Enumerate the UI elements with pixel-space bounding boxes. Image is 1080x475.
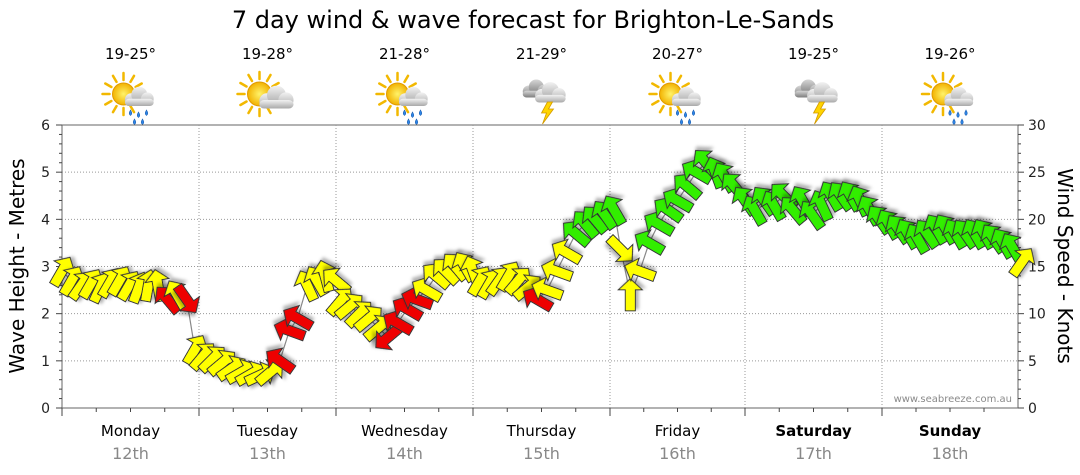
chart-title: 7 day wind & wave forecast for Brighton-… xyxy=(232,6,834,34)
day-date: 17th xyxy=(795,444,832,463)
thunderstorm-icon xyxy=(522,79,566,125)
left-tick-label: 4 xyxy=(41,212,50,228)
wind-arrow xyxy=(634,229,667,256)
day-temperature: 19-28° xyxy=(242,45,293,63)
right-axis-label: Wind Speed - Knots xyxy=(1053,168,1077,364)
day-name: Sunday xyxy=(919,422,982,440)
left-tick-label: 6 xyxy=(41,118,50,134)
day-date: 15th xyxy=(523,444,560,463)
wind-arrow xyxy=(172,282,201,314)
wind-arrow xyxy=(283,304,315,332)
weather-icons xyxy=(101,70,974,125)
grid-lines xyxy=(62,125,1018,408)
wind-arrow xyxy=(1008,248,1036,279)
left-tick-label: 2 xyxy=(41,307,50,323)
day-name: Thursday xyxy=(506,422,577,440)
wind-arrow xyxy=(531,276,565,302)
day-name: Friday xyxy=(655,422,701,440)
day-labels: Monday 12th Tuesday 13th Wednesday 14th Thursd… xyxy=(101,422,981,463)
wind-arrow xyxy=(254,359,283,388)
day-date: 12th xyxy=(112,444,149,463)
day-temperature: 19-25° xyxy=(105,45,156,63)
day-temperature: 20-27° xyxy=(652,45,703,63)
day-temperature: 21-28° xyxy=(379,45,430,63)
axis-ticks xyxy=(56,124,1024,416)
sun-showers-icon xyxy=(375,71,428,125)
day-date: 16th xyxy=(659,444,696,463)
right-tick-label: 10 xyxy=(1028,307,1046,323)
day-name: Tuesday xyxy=(236,422,298,440)
wind-arrow xyxy=(624,257,658,283)
left-tick-label: 3 xyxy=(41,260,50,276)
sun-showers-icon xyxy=(648,71,701,125)
day-name: Saturday xyxy=(775,422,852,440)
right-tick-label: 20 xyxy=(1028,212,1046,228)
day-name: Wednesday xyxy=(361,422,448,440)
day-temperatures: 19-25° 19-28° 21-28° 21-29° 20-27° 19-25° 19-2… xyxy=(105,45,976,63)
right-tick-label: 0 xyxy=(1028,401,1037,417)
wind-arrows xyxy=(48,149,1036,388)
left-tick-label: 0 xyxy=(41,401,50,417)
wind-arrow xyxy=(605,233,634,263)
day-name: Monday xyxy=(101,422,160,440)
wind-arrow xyxy=(600,195,628,227)
day-date: 14th xyxy=(386,444,423,463)
day-temperature: 19-25° xyxy=(788,45,839,63)
left-tick-label: 5 xyxy=(41,165,50,181)
wind-arrow xyxy=(266,347,297,375)
wind-arrow xyxy=(551,238,584,266)
right-tick-label: 5 xyxy=(1028,354,1037,370)
sun-showers-icon xyxy=(101,71,154,125)
thunderstorm-icon xyxy=(794,79,838,125)
right-tick-label: 25 xyxy=(1028,165,1046,181)
sun-showers-icon xyxy=(920,71,974,125)
day-temperature: 21-29° xyxy=(516,45,567,63)
wind-arrow xyxy=(617,278,644,312)
left-axis-label: Wave Height - Metres xyxy=(5,158,29,373)
day-date: 13th xyxy=(249,444,286,463)
left-axis-tick-labels: 0 1 2 3 4 5 6 xyxy=(41,118,50,417)
day-date: 18th xyxy=(932,444,969,463)
partly-cloudy-icon xyxy=(236,70,294,118)
watermark: www.seabreeze.com.au xyxy=(894,394,1012,405)
right-tick-label: 30 xyxy=(1028,118,1046,134)
day-temperature: 19-26° xyxy=(924,45,975,63)
left-tick-label: 1 xyxy=(41,354,50,370)
